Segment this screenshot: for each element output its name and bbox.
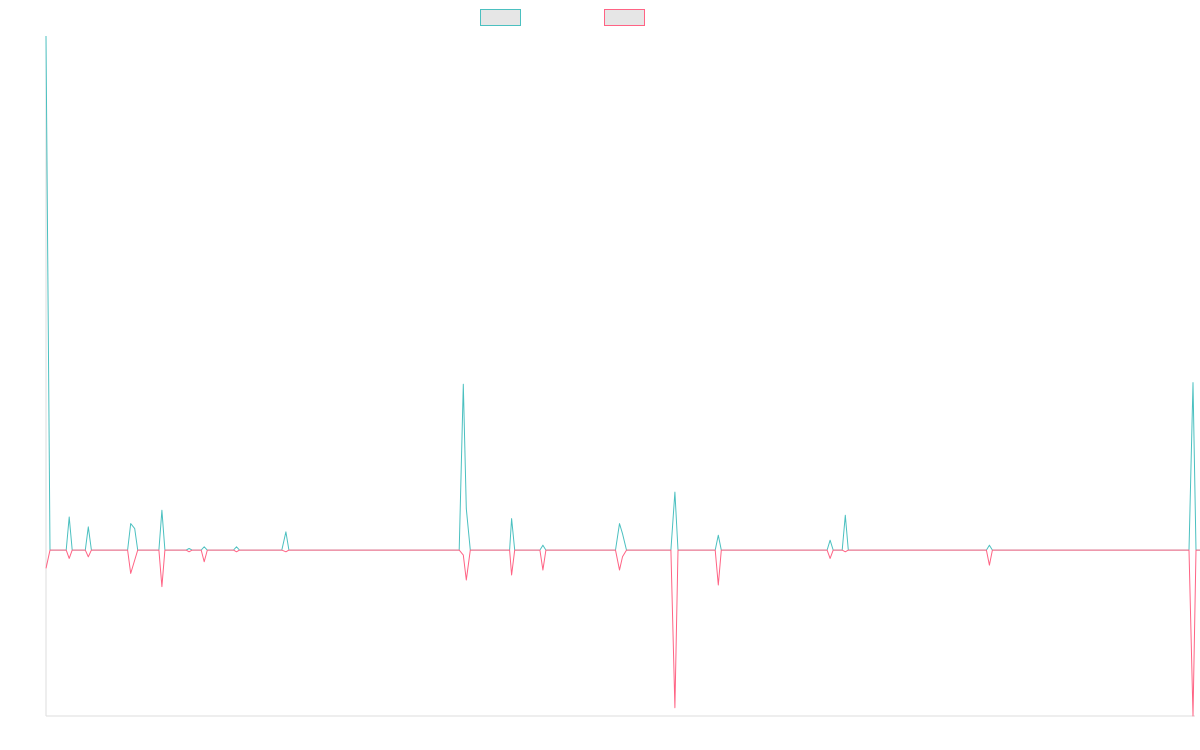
- series-line-1: [45, 35, 1200, 551]
- legend: [480, 9, 645, 26]
- axes: [45, 36, 1195, 717]
- legend-swatch-2: [604, 9, 645, 26]
- series-layer: [45, 35, 1200, 717]
- legend-swatch-1: [480, 9, 521, 26]
- series-line-2: [45, 549, 1200, 717]
